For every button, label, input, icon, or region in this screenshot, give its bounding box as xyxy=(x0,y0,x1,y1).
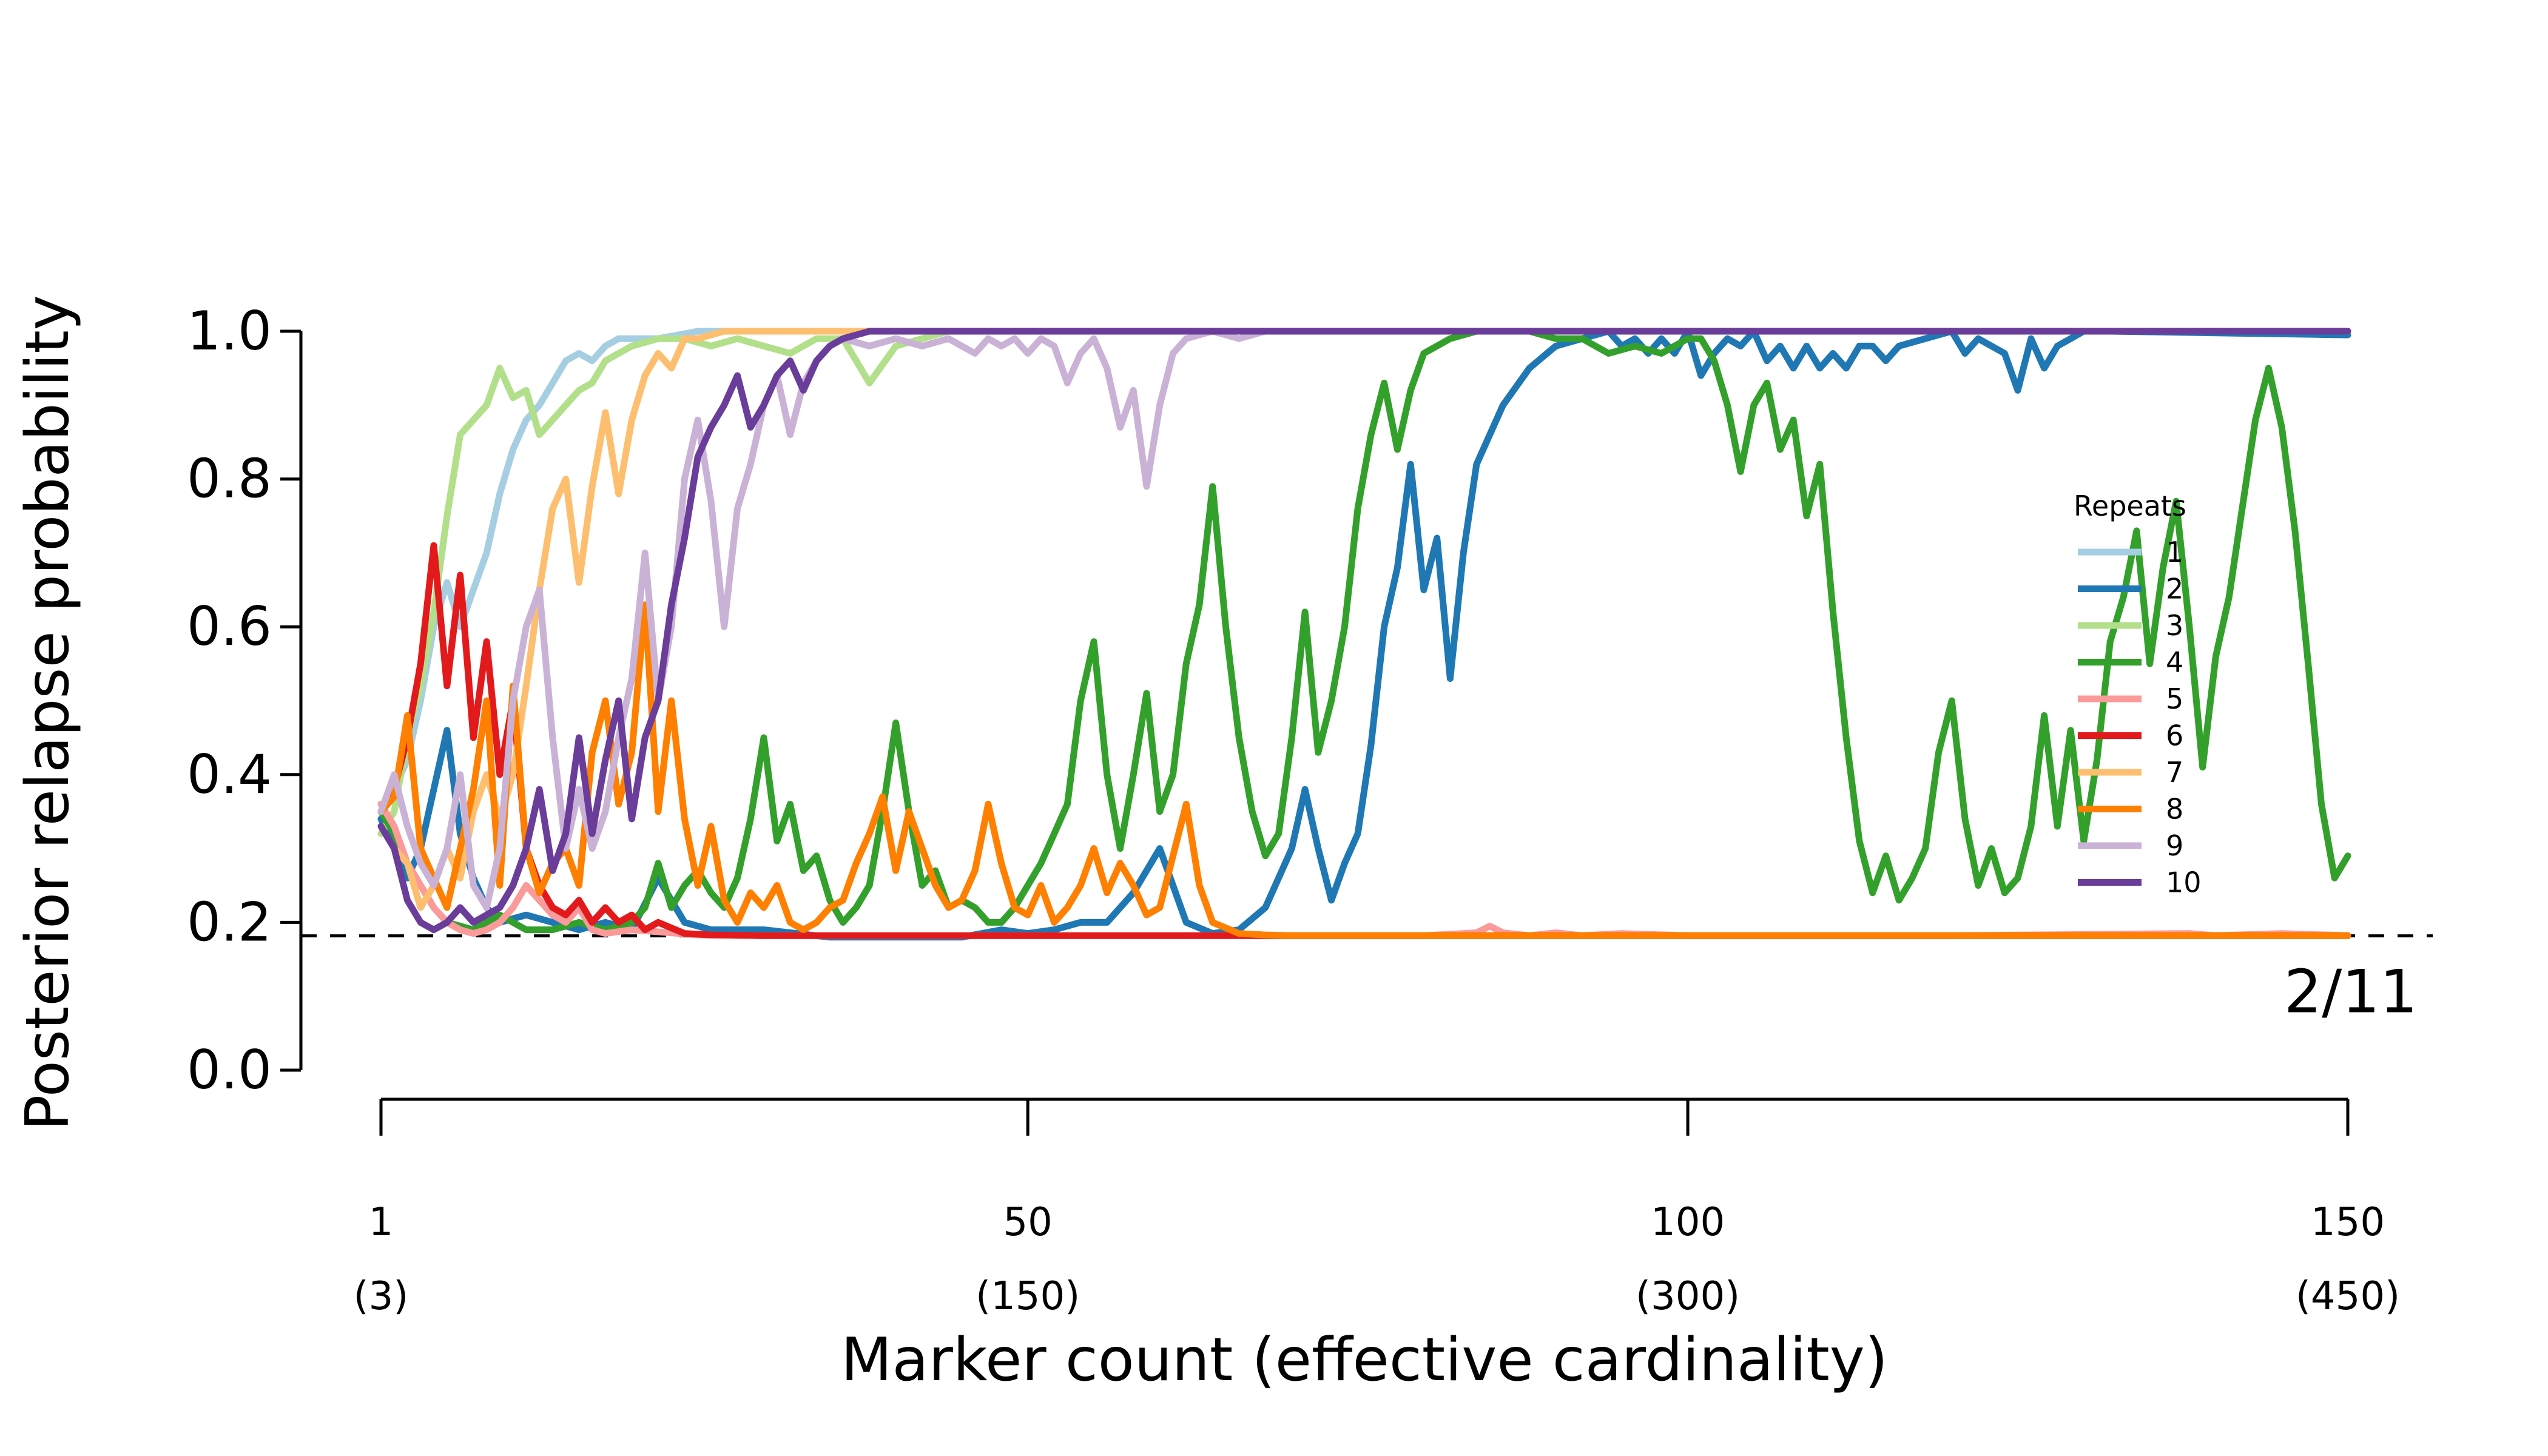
series-line-7 xyxy=(377,328,2351,911)
series-line-5 xyxy=(377,801,2351,939)
legend-label-7: 7 xyxy=(2166,756,2183,789)
legend-label-1: 1 xyxy=(2166,536,2183,568)
legend-label-9: 9 xyxy=(2166,829,2183,862)
y-tick-label: 0.8 xyxy=(187,448,272,510)
axes: 0.0 0.2 0.4 0.6 0.8 1.0 1 (3) 50 (150) 100 (300) 150… xyxy=(187,300,2400,1319)
x-tick-label: 150 xyxy=(2311,1200,2385,1245)
reference-line-label: 2/11 xyxy=(2284,958,2418,1027)
series-line-2 xyxy=(377,328,2351,941)
x-tick-sublabel: (150) xyxy=(976,1274,1080,1319)
y-axis-title: Posterior relapse probability xyxy=(13,295,83,1131)
x-tick-label: 100 xyxy=(1651,1200,1725,1245)
x-tick-sublabel: (450) xyxy=(2296,1274,2400,1319)
legend-label-4: 4 xyxy=(2166,646,2183,679)
series-line-4 xyxy=(377,328,2351,934)
x-tick-sublabel: (3) xyxy=(354,1274,409,1319)
y-tick-label: 1.0 xyxy=(187,300,272,362)
x-axis-title: Marker count (effective cardinality) xyxy=(841,1326,1888,1395)
legend-label-5: 5 xyxy=(2166,682,2183,715)
x-tick-label: 1 xyxy=(369,1200,394,1245)
legend-label-3: 3 xyxy=(2166,609,2183,642)
legend-label-10: 10 xyxy=(2166,866,2202,899)
y-tick-label: 0.4 xyxy=(187,743,272,806)
series-line-3 xyxy=(377,328,2351,837)
legend-label-2: 2 xyxy=(2166,573,2183,605)
x-tick-label: 50 xyxy=(1003,1200,1052,1245)
legend-label-8: 8 xyxy=(2166,793,2183,826)
legend-title: Repeats xyxy=(2074,490,2186,522)
series-line-10 xyxy=(377,328,2351,934)
series-line-8 xyxy=(377,601,2351,939)
x-tick-sublabel: (300) xyxy=(1636,1274,1740,1319)
y-tick-label: 0.2 xyxy=(187,891,272,953)
legend-label-6: 6 xyxy=(2166,720,2183,752)
series-line-6 xyxy=(377,542,2351,939)
series-line-9 xyxy=(377,328,2351,911)
y-tick-label: 0.6 xyxy=(187,595,272,658)
series-lines xyxy=(377,328,2351,941)
y-tick-label: 0.0 xyxy=(187,1039,272,1101)
